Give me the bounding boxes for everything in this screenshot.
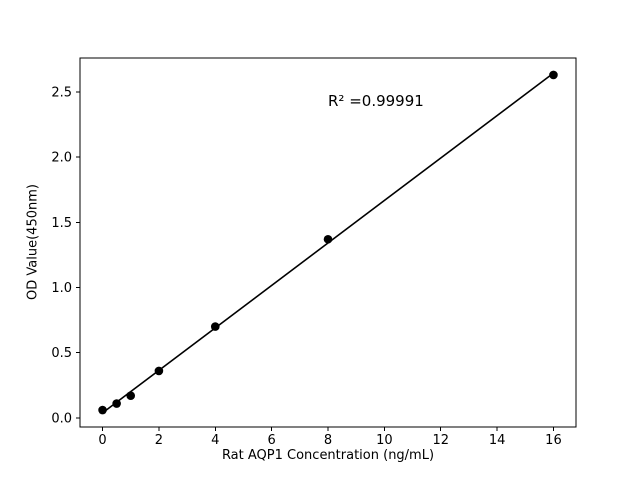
data-point bbox=[210, 322, 220, 331]
x-tick-label: 14 bbox=[489, 433, 506, 448]
y-tick-label: 2.0 bbox=[51, 151, 72, 166]
x-tick-label: 2 bbox=[155, 433, 163, 448]
data-point bbox=[323, 234, 333, 244]
data-point bbox=[154, 366, 164, 376]
data-point bbox=[98, 405, 107, 415]
x-tick-label: 6 bbox=[267, 433, 275, 448]
r-squared-annotation: R² =0.99991 bbox=[328, 92, 424, 110]
x-tick-label: 10 bbox=[376, 433, 393, 448]
y-tick-label: 0.5 bbox=[51, 346, 72, 361]
y-axis-label: OD Value(450nm) bbox=[25, 184, 41, 300]
y-tick-label: 0.0 bbox=[51, 411, 72, 426]
x-tick-label: 4 bbox=[211, 433, 219, 448]
x-tick-label: 16 bbox=[545, 433, 562, 448]
y-tick-label: 1.5 bbox=[51, 216, 72, 231]
x-tick-label: 12 bbox=[432, 433, 449, 448]
y-tick-label: 1.0 bbox=[51, 281, 72, 296]
x-tick-label: 0 bbox=[98, 433, 106, 448]
x-axis-label: Rat AQP1 Concentration (ng/mL) bbox=[221, 448, 435, 463]
data-point bbox=[126, 391, 136, 401]
x-tick-label: 8 bbox=[324, 433, 332, 448]
data-point bbox=[549, 70, 558, 80]
y-tick-label: 2.5 bbox=[51, 85, 72, 100]
data-point bbox=[112, 399, 121, 408]
